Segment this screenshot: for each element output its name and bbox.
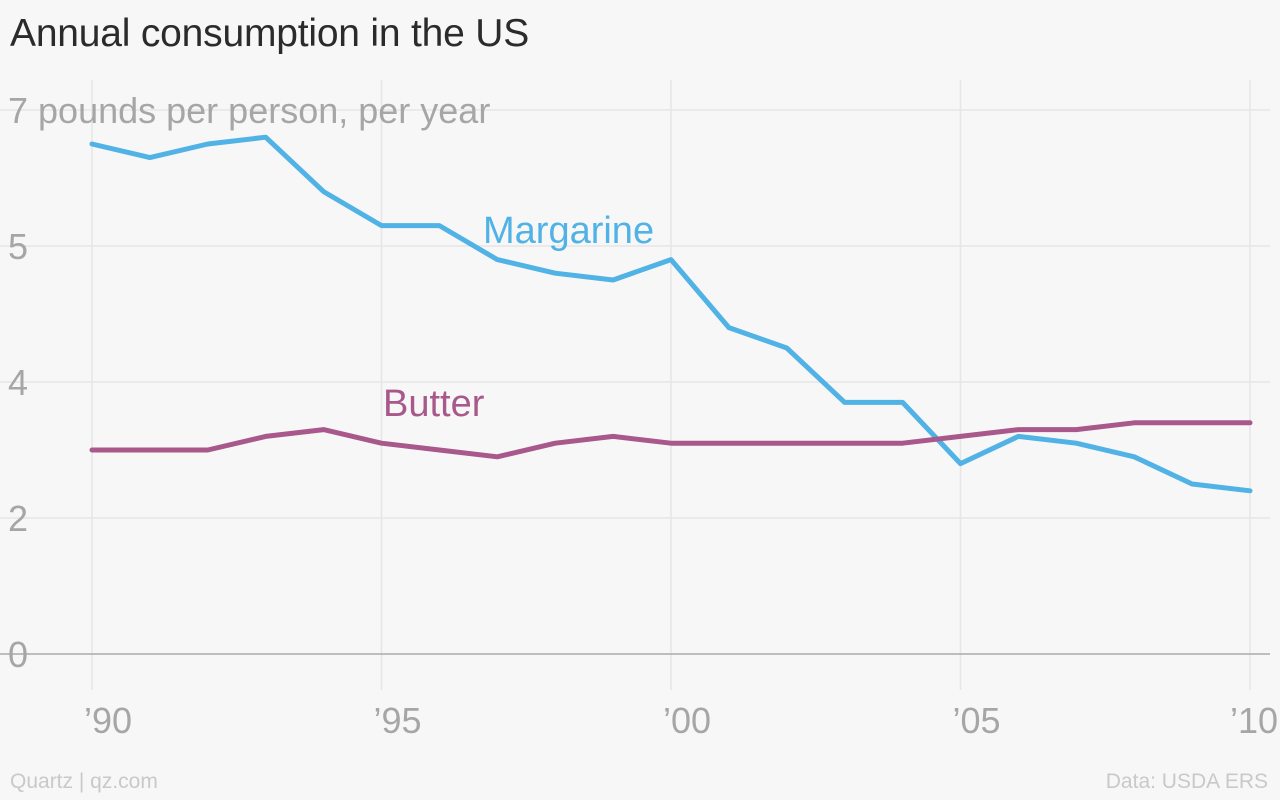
x-tick-label: ’10 <box>1230 700 1278 741</box>
chart-title: Annual consumption in the US <box>10 12 530 55</box>
source-credit: Quartz | qz.com <box>10 770 158 793</box>
margarine-label: Margarine <box>483 210 654 252</box>
x-tick-label: ’00 <box>663 700 711 741</box>
grid <box>0 80 1270 690</box>
series <box>89 134 1253 494</box>
y-tick-label: 0 <box>8 634 28 675</box>
data-source: Data: USDA ERS <box>1105 770 1268 793</box>
butter-line <box>89 420 1253 460</box>
butter-label: Butter <box>383 383 485 425</box>
y-tick-label: 7 pounds per person, per year <box>8 90 490 131</box>
x-tick-label: ’90 <box>84 700 132 741</box>
x-tick-label: ’05 <box>953 700 1001 741</box>
labels: 0 2 4 5 7 pounds per person, per year ’90 ’95 ’… <box>8 90 1278 741</box>
y-tick-label: 4 <box>8 362 28 403</box>
y-tick-label: 2 <box>8 498 28 539</box>
y-tick-label: 5 <box>8 226 28 267</box>
margarine-line <box>89 134 1253 494</box>
x-tick-label: ’95 <box>374 700 422 741</box>
